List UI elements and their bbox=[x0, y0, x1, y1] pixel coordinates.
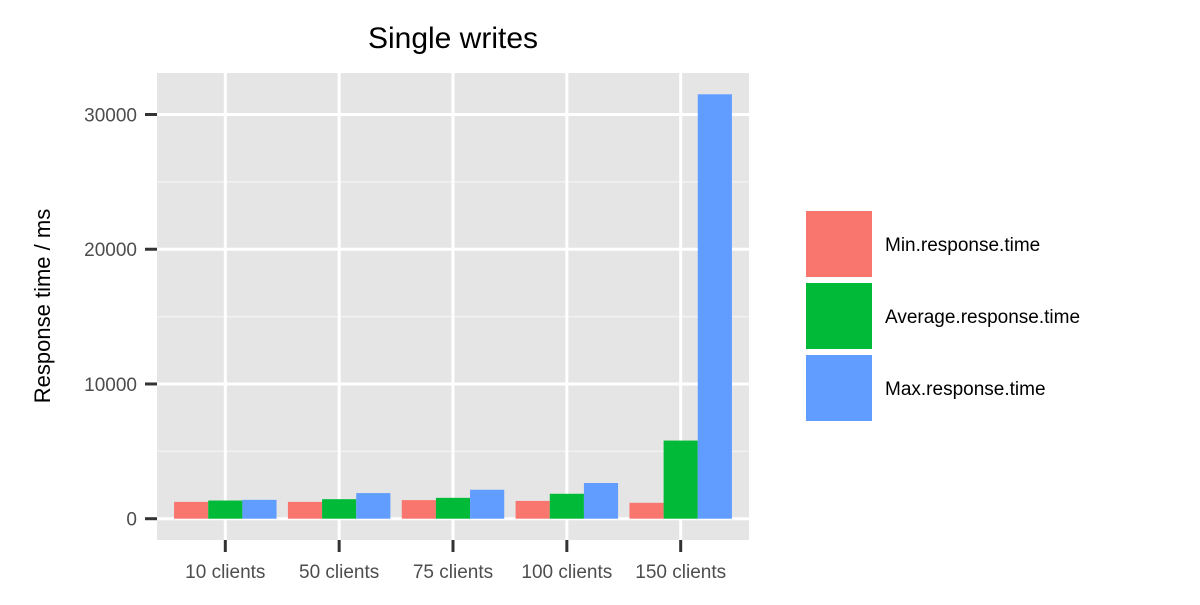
legend-label: Average.response.time bbox=[885, 307, 1080, 328]
x-axis: 10 clients 50 clients 75 clients 100 client… bbox=[185, 540, 726, 583]
y-tick-label: 10000 bbox=[84, 375, 137, 396]
bar-average-response-time bbox=[208, 500, 243, 519]
bar-min-response-time bbox=[174, 501, 209, 519]
bar-min-response-time bbox=[287, 501, 323, 519]
bar-max-response-time bbox=[242, 499, 277, 519]
y-tick-label: 30000 bbox=[84, 105, 137, 126]
bar-average-response-time bbox=[322, 499, 357, 519]
legend-key bbox=[806, 355, 872, 421]
legend: Min.response.time Average.response.time Ma… bbox=[806, 211, 1080, 421]
x-tick-label: 100 clients bbox=[521, 562, 612, 583]
bar-average-response-time bbox=[435, 497, 471, 519]
bar-min-response-time bbox=[401, 500, 436, 519]
legend-key bbox=[806, 283, 872, 349]
bar-max-response-time bbox=[583, 483, 619, 519]
legend-key bbox=[806, 211, 872, 277]
bar-min-response-time bbox=[629, 502, 664, 519]
y-tick-label: 0 bbox=[126, 510, 137, 531]
chart-title: Single writes bbox=[368, 22, 538, 55]
y-tick-label: 20000 bbox=[84, 240, 137, 261]
bar-max-response-time bbox=[470, 489, 505, 519]
bars bbox=[174, 94, 732, 519]
y-axis-label: Response time / ms bbox=[30, 209, 55, 403]
bar-max-response-time bbox=[356, 493, 391, 519]
bar-average-response-time bbox=[663, 440, 698, 519]
bar-min-response-time bbox=[515, 500, 550, 519]
y-axis: 0 10000 20000 30000 bbox=[84, 105, 157, 531]
x-tick-label: 10 clients bbox=[185, 562, 265, 583]
bar-max-response-time bbox=[697, 94, 732, 519]
x-tick-label: 75 clients bbox=[413, 562, 493, 583]
x-tick-label: 150 clients bbox=[635, 562, 726, 583]
x-tick-label: 50 clients bbox=[299, 562, 379, 583]
bar-average-response-time bbox=[549, 493, 584, 519]
legend-label: Max.response.time bbox=[885, 379, 1046, 400]
legend-label: Min.response.time bbox=[885, 235, 1040, 256]
